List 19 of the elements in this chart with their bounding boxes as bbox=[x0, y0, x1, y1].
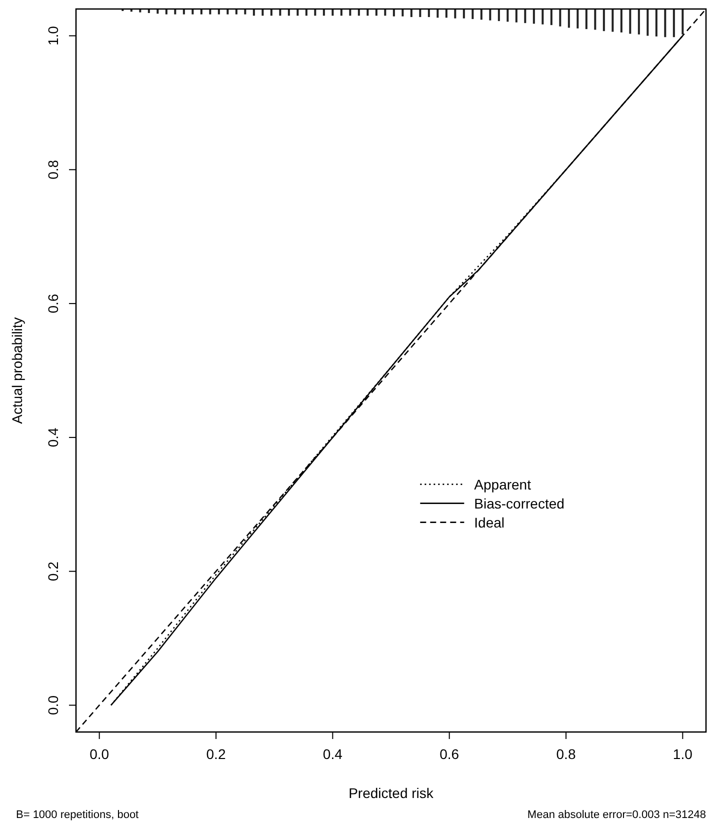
x-tick-label: 0.0 bbox=[90, 746, 110, 762]
text: Mean absolute error=0.003 n=31248 bbox=[527, 809, 706, 821]
y-tick-label: 0.2 bbox=[45, 561, 61, 582]
y-tick-label: 0.0 bbox=[45, 695, 61, 715]
x-tick-label: 0.8 bbox=[556, 746, 576, 762]
y-tick-label: 0.4 bbox=[45, 428, 61, 448]
x-tick-label: 0.4 bbox=[322, 746, 343, 762]
y-axis-title: Actual probability bbox=[9, 317, 25, 424]
legend-label: Ideal bbox=[474, 514, 505, 530]
x-tick-label: 0.2 bbox=[206, 746, 226, 762]
legend-label: Apparent bbox=[474, 476, 532, 492]
y-tick-label: 1.0 bbox=[45, 26, 61, 46]
y-tick-label: 0.8 bbox=[45, 160, 61, 180]
text: B= 1000 repetitions, boot bbox=[16, 809, 139, 821]
legend-label: Bias-corrected bbox=[474, 495, 564, 512]
x-axis-title: Predicted risk bbox=[348, 785, 434, 801]
x-tick-label: 1.0 bbox=[672, 746, 693, 762]
y-tick-label: 0.6 bbox=[45, 294, 61, 314]
x-tick-label: 0.6 bbox=[440, 746, 460, 762]
